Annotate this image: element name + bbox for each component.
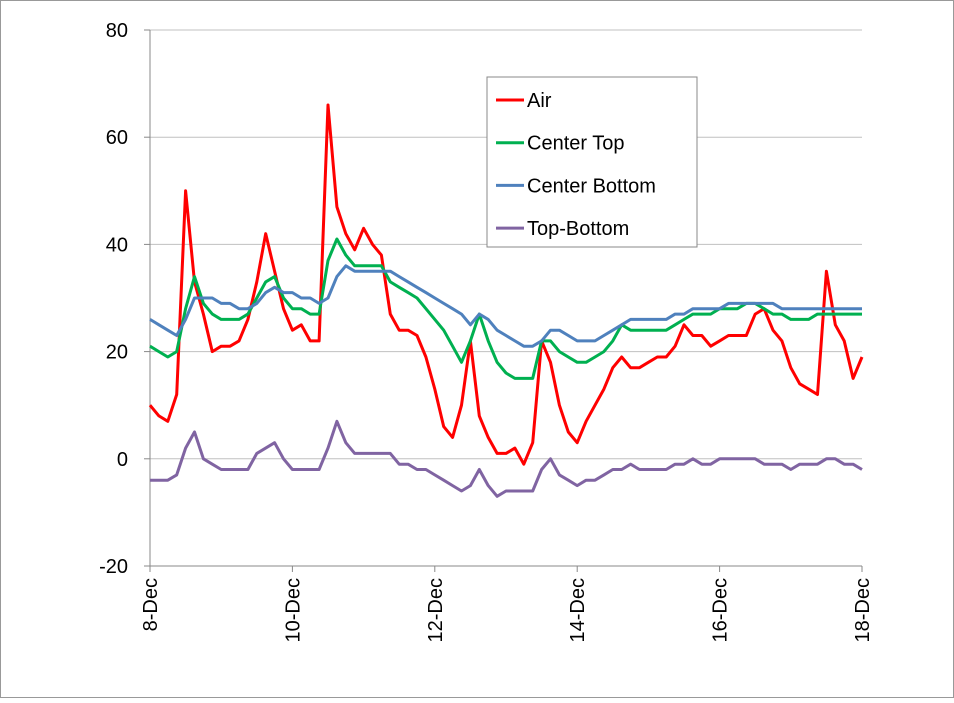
y-tick-label: 60 <box>106 127 128 149</box>
grid: -20 0 20 40 60 80 8-Dec 10-Dec 12-Dec 14-Dec 16-De… <box>99 20 874 642</box>
legend-label: Air <box>527 90 552 112</box>
y-tick-label: 80 <box>106 20 128 42</box>
plot <box>148 103 864 498</box>
y-tick-label: 40 <box>106 234 128 256</box>
x-tick-label: 16-Dec <box>710 578 732 642</box>
x-tick-label: 12-Dec <box>425 578 447 642</box>
x-tick-label: 14-Dec <box>567 578 589 642</box>
series-line <box>148 103 864 466</box>
y-tick-label: 0 <box>117 449 128 471</box>
y-tick-label: 20 <box>106 342 128 364</box>
legend-label: Top-Bottom <box>527 218 629 240</box>
series-line <box>150 419 863 498</box>
legend-label: Center Bottom <box>527 175 656 197</box>
x-tick-label: 18-Dec <box>852 578 874 642</box>
series-line <box>149 237 862 380</box>
legend: Air Center Top Center Bottom Top-Bottom <box>496 90 656 240</box>
x-tick-label: 8-Dec <box>140 578 162 631</box>
y-tick-label: -20 <box>99 556 128 578</box>
legend-label: Center Top <box>527 133 624 155</box>
x-tick-label: 10-Dec <box>282 578 304 642</box>
series-line <box>149 264 862 348</box>
legend-box <box>486 76 698 248</box>
